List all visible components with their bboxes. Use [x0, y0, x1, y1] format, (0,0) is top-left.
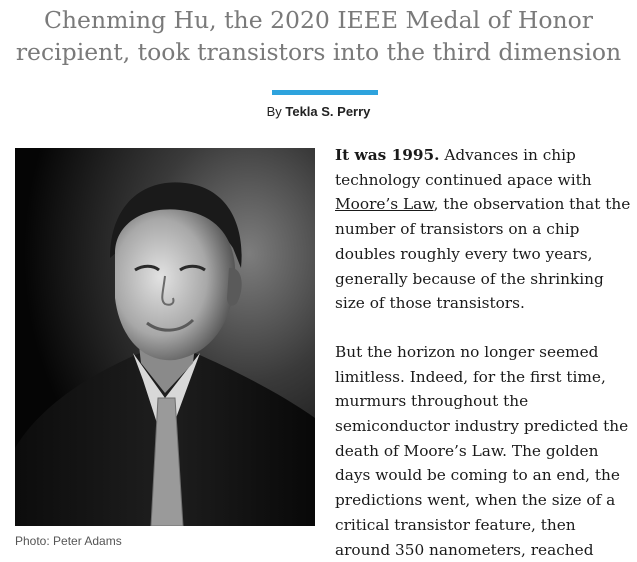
headline-line-1: Chenming Hu, the 2020 IEEE Medal of Hono… — [43, 6, 594, 34]
article-headline: Chenming Hu, the 2020 IEEE Medal of Hono… — [0, 4, 637, 68]
paragraph-1-text-a: Advances in chip technology continued ap… — [335, 146, 592, 189]
paragraph-1: It was 1995. Advances in chip technology… — [335, 143, 635, 316]
paragraph-lead: It was 1995. — [335, 146, 440, 164]
article-body: It was 1995. Advances in chip technology… — [335, 143, 635, 562]
byline-prefix: By — [266, 104, 282, 119]
author-portrait-photo — [15, 148, 315, 526]
byline: By Tekla S. Perry — [0, 104, 637, 119]
headline-line-2: recipient, took transistors into the thi… — [15, 38, 622, 66]
paragraph-1-text-b: , the observation that the number of tra… — [335, 195, 631, 313]
author-name[interactable]: Tekla S. Perry — [285, 104, 371, 119]
moores-law-link[interactable]: Moore’s Law — [335, 195, 434, 214]
paragraph-2: But the horizon no longer seemed limitle… — [335, 342, 629, 559]
accent-divider — [272, 90, 378, 95]
photo-caption: Photo: Peter Adams — [15, 534, 122, 548]
